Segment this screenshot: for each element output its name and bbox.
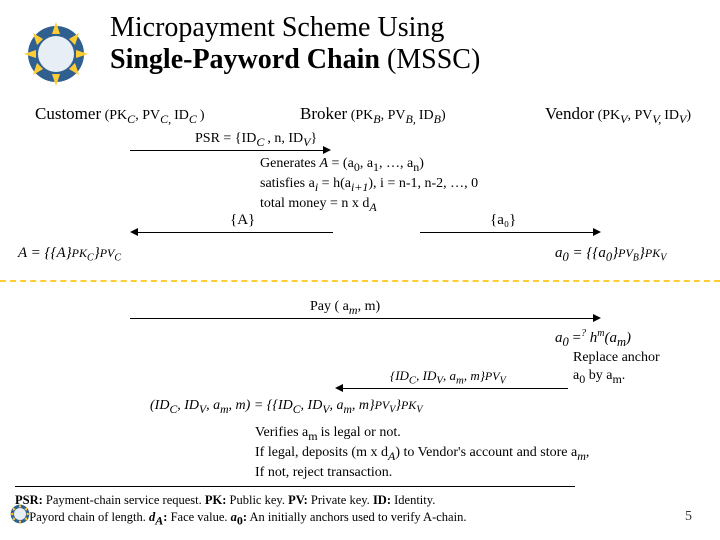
role-customer: Customer (PKC, PVC, IDC ) [35, 104, 205, 127]
eq-left: A = {{A}PKC}PVC [18, 245, 121, 263]
generates-block: Generates A = (a0, a1, …, an) satisfies … [260, 155, 520, 214]
customer-keys: (PKC, PVC, IDC ) [101, 108, 204, 123]
redeem-eq: (IDC, IDV, am, m) = {{IDC, IDV, am, m}PV… [150, 398, 422, 416]
title-line2-rest: (MSSC) [380, 44, 480, 75]
dashed-divider [0, 280, 720, 282]
role-broker: Broker (PKB, PVB, IDB) [300, 104, 446, 127]
customer-label: Customer [35, 104, 101, 123]
vendor-keys: (PKV, PVV, IDV) [594, 108, 691, 123]
arrow-pay [130, 318, 595, 319]
broker-keys: (PKB, PVB, IDB) [347, 108, 445, 123]
title-line2: Single-Payword Chain (MSSC) [110, 44, 480, 76]
arrow-pay-head [593, 314, 601, 322]
slide-number: 5 [685, 509, 692, 525]
title-line1: Micropayment Scheme Using [110, 10, 444, 45]
label-A-brace: {A} [230, 212, 255, 229]
psr-text: PSR = {IDC , n, IDV} [195, 130, 317, 150]
arrow-A-head [130, 228, 138, 236]
redeem-arrow-label: {IDC, IDV, am, m}PVV [390, 368, 506, 387]
vendor-label: Vendor [545, 104, 594, 123]
title-line2-bold: Single-Payword Chain [110, 44, 380, 75]
footer-legend: PSR: Payment-chain service request. PK: … [15, 492, 595, 529]
arrow-redeem [343, 388, 568, 389]
pay-label: Pay ( am, m) [310, 298, 380, 318]
footer-bullet-icon [8, 503, 32, 530]
eq-verify: a0 =? hm(am) [555, 328, 631, 350]
role-vendor: Vendor (PKV, PVV, IDV) [545, 104, 691, 127]
footer-divider [15, 486, 575, 487]
replace-anchor: Replace anchor a0 by am. [573, 349, 660, 386]
verifies-block: Verifies am is legal or not. If legal, d… [255, 424, 685, 481]
broker-label: Broker [300, 104, 347, 123]
arrow-a0-head [593, 228, 601, 236]
title-bullet-icon [20, 22, 92, 86]
arrow-a0 [420, 232, 595, 233]
arrow-psr-head [323, 146, 331, 154]
arrow-redeem-head [335, 384, 343, 392]
label-a0-brace: {a₀} [490, 212, 516, 229]
arrow-A [138, 232, 333, 233]
arrow-psr [130, 150, 325, 151]
eq-right: a0 = {{a0}PVB}PKV [555, 245, 666, 265]
